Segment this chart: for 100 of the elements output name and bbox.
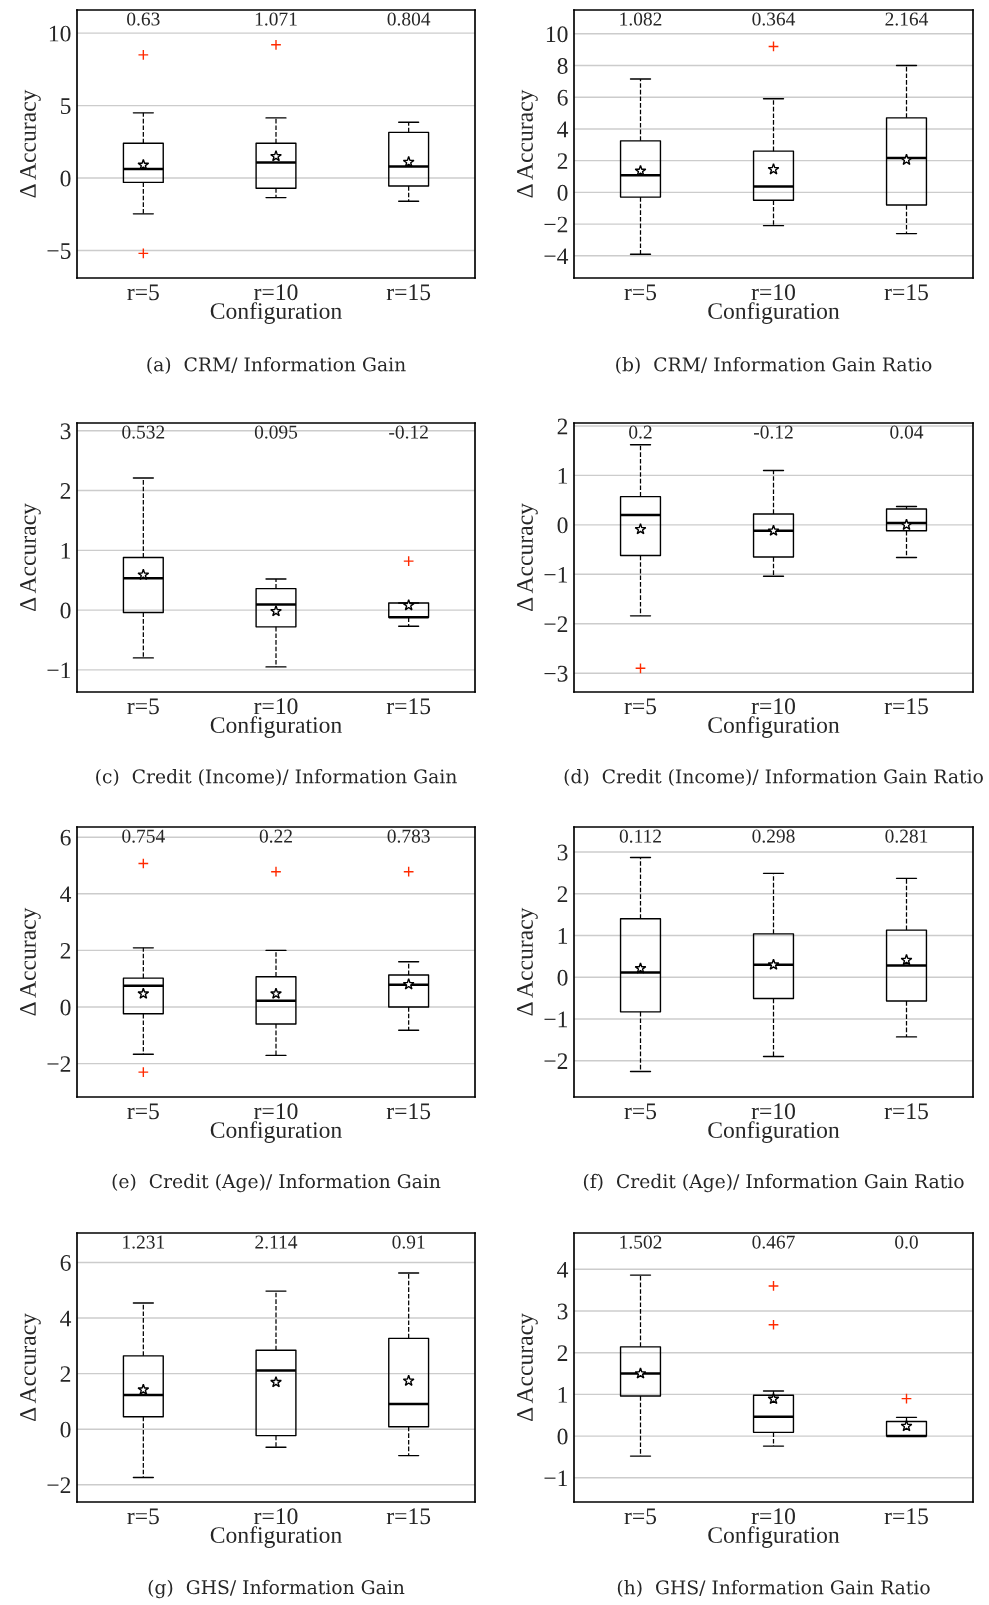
- x-tick-label: r=15: [884, 698, 928, 715]
- annotation: -0.12: [389, 425, 428, 439]
- y-tick-label: 0: [557, 969, 568, 986]
- x-tick-label: r=5: [127, 698, 159, 715]
- x-axis-title: Configuration: [210, 716, 342, 738]
- annotation: 0.63: [127, 12, 160, 26]
- y-tick-label: 2: [557, 886, 568, 902]
- text: (f) Credit (Age)/ Information Gain Ratio: [583, 1173, 964, 1193]
- annotation: 0.467: [752, 1235, 795, 1249]
- annotation: 0.364: [752, 12, 796, 26]
- y-tick-label: 10: [546, 26, 568, 43]
- y-tick-label: −1: [47, 662, 71, 679]
- annotation: 2.164: [885, 12, 929, 26]
- y-tick-label: −1: [544, 1011, 568, 1028]
- y-tick-label: 4: [60, 886, 72, 902]
- x-tick-label: r=10: [751, 698, 795, 715]
- y-tick-label: 6: [60, 1255, 71, 1271]
- y-tick-label: 4: [557, 121, 569, 138]
- y-axis-title: Δ Accuracy: [517, 1313, 538, 1422]
- text: (g) GHS/ Information Gain: [148, 1579, 405, 1599]
- y-tick-label: 6: [557, 89, 568, 106]
- annotation: 0.0: [895, 1235, 918, 1249]
- y-tick-label: 0: [557, 1428, 568, 1445]
- y-tick-label: 0: [60, 602, 71, 619]
- text: (e) Credit (Age)/ Information Gain: [112, 1173, 441, 1193]
- annotation: 0.281: [885, 829, 928, 843]
- x-tick-label: r=5: [624, 1103, 657, 1120]
- y-tick-label: 10: [49, 25, 71, 42]
- y-tick-label: 2: [557, 1345, 568, 1361]
- annotation: 0.2: [629, 425, 652, 439]
- annotation: 1.502: [620, 1235, 662, 1249]
- text: (a) CRM/ Information Gain: [147, 356, 406, 375]
- x-tick-label: r=15: [386, 698, 431, 715]
- y-axis-title: Δ Accuracy: [20, 907, 41, 1016]
- annotation: 1.231: [123, 1235, 165, 1249]
- annotation: 0.804: [387, 12, 431, 26]
- y-tick-label: 2: [60, 942, 71, 959]
- y-axis-title: Δ Accuracy: [20, 1313, 41, 1422]
- y-tick-label: 0: [60, 999, 71, 1016]
- x-axis-title: Configuration: [210, 1526, 342, 1548]
- y-tick-label: −1: [544, 1470, 568, 1486]
- x-axis-title: Configuration: [708, 1121, 840, 1143]
- text: (c) Credit (Income)/ Information Gain: [96, 768, 457, 787]
- y-tick-label: −2: [47, 1056, 71, 1072]
- y-tick-label: 5: [61, 98, 71, 115]
- y-tick-label: −4: [544, 248, 569, 264]
- x-tick-label: r=5: [624, 1508, 657, 1525]
- y-axis-title: Δ Accuracy: [20, 503, 41, 612]
- y-tick-label: 0: [557, 517, 568, 534]
- x-tick-label: r=5: [624, 698, 657, 715]
- annotation: 0.532: [122, 425, 165, 439]
- y-tick-label: 8: [557, 57, 568, 74]
- y-axis-title: Δ Accuracy: [517, 907, 538, 1016]
- annotation: 1.071: [255, 12, 297, 26]
- x-axis-title: Configuration: [708, 302, 840, 324]
- y-tick-label: 4: [557, 1261, 569, 1278]
- x-tick-label: r=10: [254, 284, 298, 301]
- y-axis-title: Δ Accuracy: [517, 503, 538, 612]
- annotation: 0.112: [619, 829, 661, 843]
- x-tick-label: r=10: [254, 1508, 298, 1525]
- y-tick-label: 0: [557, 184, 568, 201]
- y-tick-label: 2: [557, 153, 568, 169]
- y-tick-label: −2: [47, 1477, 71, 1493]
- x-tick-label: r=15: [884, 284, 928, 301]
- y-tick-label: −1: [544, 566, 568, 583]
- y-tick-label: −2: [544, 1053, 568, 1069]
- text: (d) Credit (Income)/ Information Gain Ratio: [564, 768, 983, 787]
- y-tick-label: 3: [60, 423, 71, 440]
- y-tick-label: 1: [558, 468, 568, 484]
- x-axis-title: Configuration: [210, 1121, 342, 1143]
- annotation: 2.114: [255, 1235, 298, 1249]
- annotation: 0.095: [254, 425, 298, 439]
- annotation: -0.12: [753, 425, 793, 439]
- x-tick-label: r=15: [884, 1103, 928, 1120]
- x-tick-label: r=5: [127, 284, 159, 301]
- y-tick-label: 1: [558, 1387, 568, 1403]
- annotation: 0.298: [752, 829, 795, 843]
- y-axis-title: Δ Accuracy: [20, 89, 41, 198]
- x-tick-label: r=10: [751, 284, 795, 301]
- y-tick-label: −3: [544, 665, 568, 682]
- x-tick-label: r=15: [386, 284, 431, 301]
- y-tick-label: 6: [60, 829, 71, 846]
- x-tick-label: r=5: [127, 1103, 159, 1120]
- y-tick-label: 2: [557, 418, 568, 435]
- x-tick-label: r=10: [751, 1103, 795, 1120]
- x-axis-title: Configuration: [210, 302, 342, 324]
- text: (h) GHS/ Information Gain Ratio: [617, 1579, 930, 1598]
- annotation: 0.783: [387, 829, 430, 843]
- y-tick-label: −2: [544, 216, 568, 233]
- text: (b) CRM/ Information Gain Ratio: [616, 356, 932, 375]
- x-tick-label: r=15: [386, 1508, 431, 1525]
- y-tick-label: −5: [47, 243, 71, 259]
- y-tick-label: 1: [558, 928, 568, 944]
- x-tick-label: r=5: [127, 1508, 159, 1525]
- x-tick-label: r=5: [624, 284, 657, 301]
- y-tick-label: 1: [61, 542, 71, 559]
- x-tick-label: r=10: [254, 698, 298, 715]
- y-tick-label: 4: [60, 1310, 72, 1327]
- y-tick-label: 2: [60, 1366, 71, 1382]
- x-tick-label: r=10: [751, 1508, 795, 1525]
